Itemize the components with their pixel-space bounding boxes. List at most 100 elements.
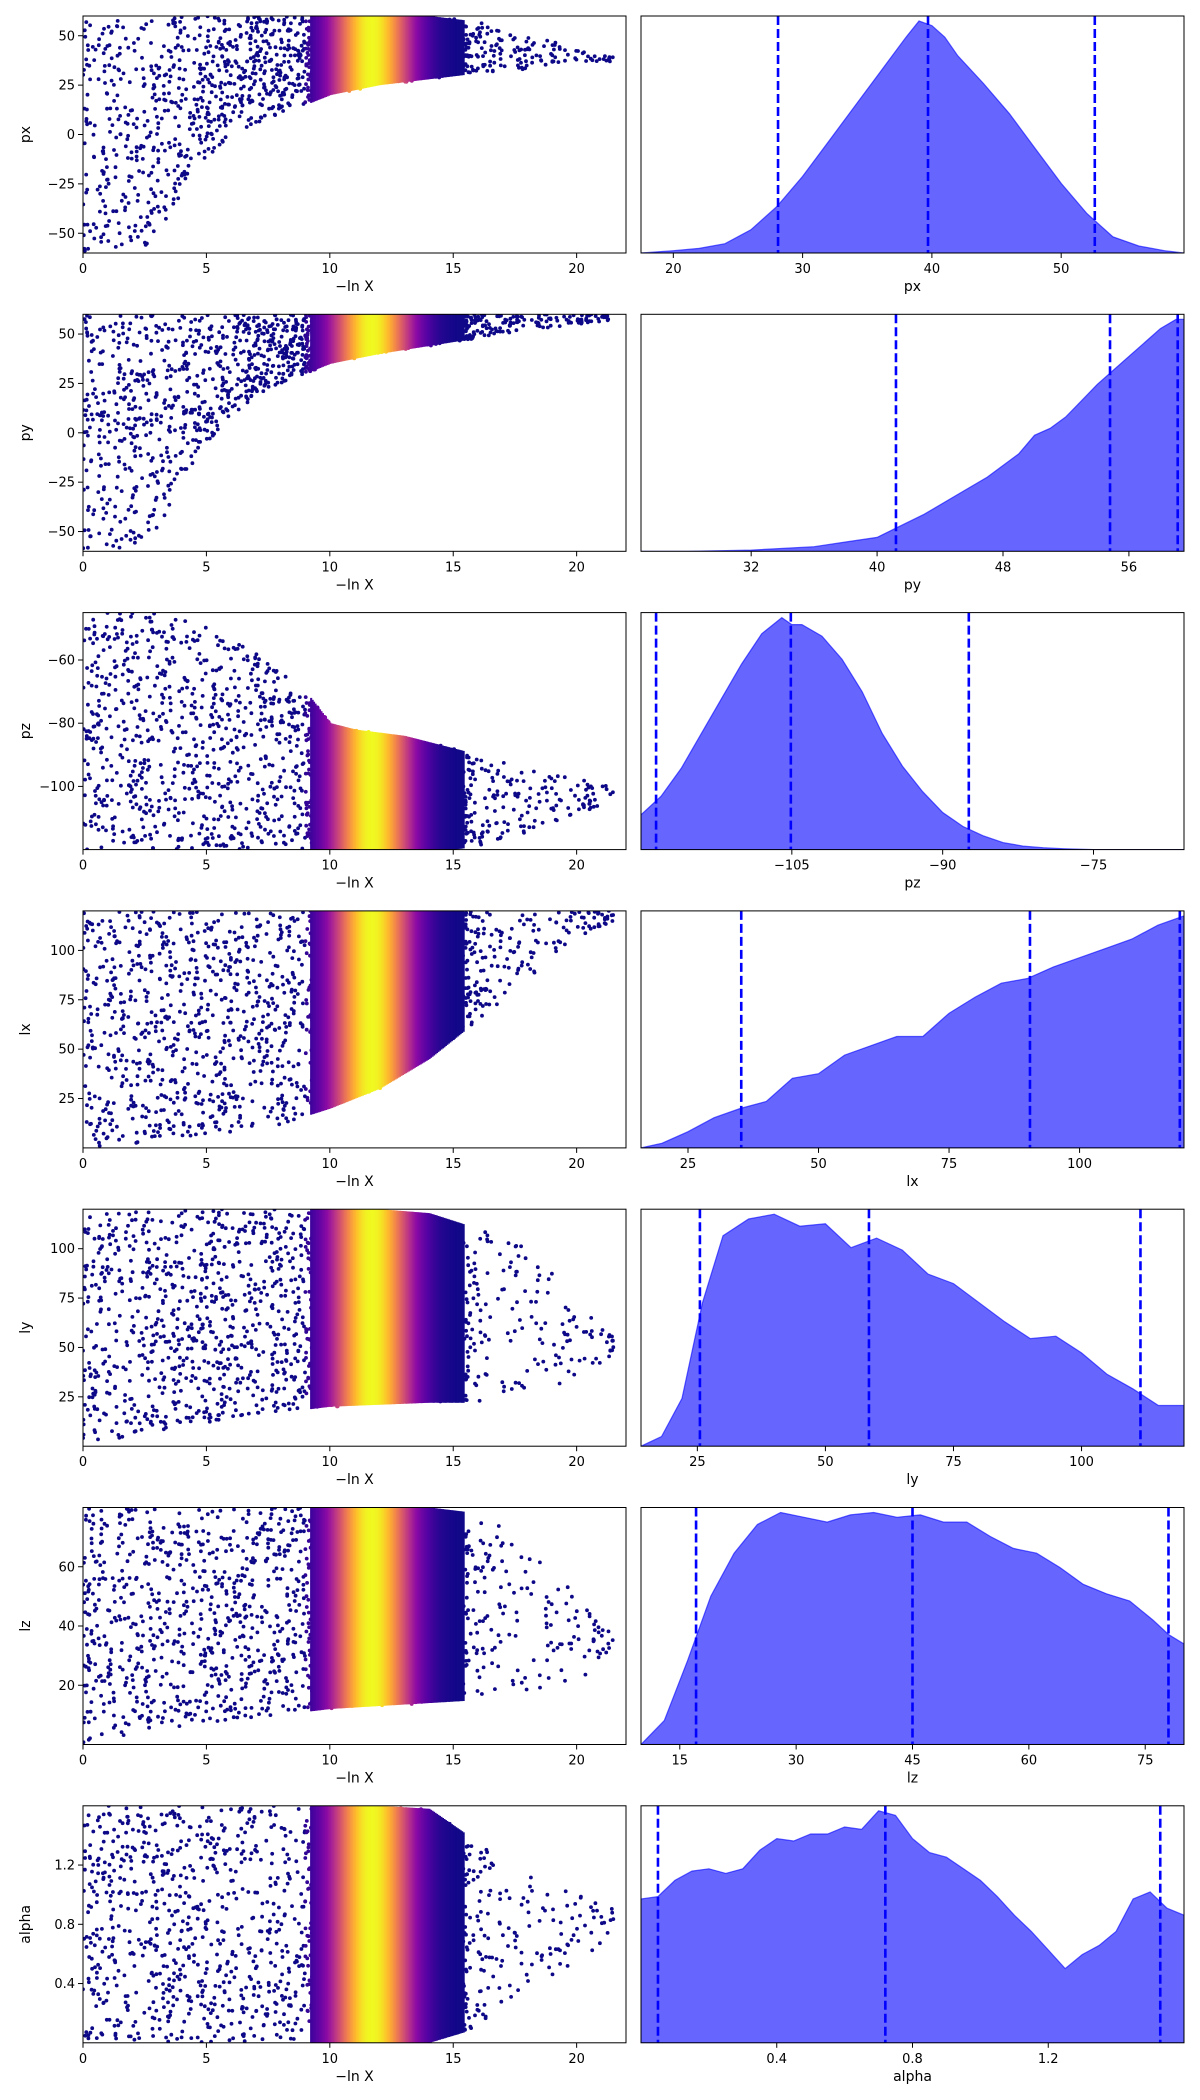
- scatter-point-column: [450, 18, 453, 77]
- scatter-point-column: [378, 732, 381, 850]
- scatter-point-column: [313, 16, 316, 102]
- scatter-point: [254, 21, 259, 25]
- scatter-point: [241, 84, 246, 89]
- scatter-point: [295, 322, 300, 326]
- scatter-point: [138, 446, 142, 451]
- scatter-point: [255, 683, 260, 688]
- scatter-point: [86, 762, 90, 767]
- scatter-point: [151, 372, 156, 377]
- scatter-point-column: [382, 733, 385, 850]
- scatter-point: [230, 824, 235, 829]
- scatter-point-column: [330, 723, 333, 850]
- scatter-point-column: [364, 16, 367, 88]
- scatter-point: [145, 119, 150, 123]
- scatter-point: [121, 331, 126, 336]
- scatter-point: [92, 508, 97, 513]
- scatter-point-column: [319, 16, 322, 100]
- scatter-point: [167, 659, 172, 664]
- scatter-point: [173, 45, 178, 50]
- scatter-point: [232, 105, 237, 109]
- scatter-point: [89, 340, 94, 344]
- scatter-point: [204, 658, 209, 663]
- scatter-point: [83, 68, 86, 72]
- scatter-point: [169, 55, 174, 59]
- scatter-point: [265, 368, 270, 372]
- scatter-point: [469, 321, 474, 325]
- scatter-point-column: [323, 16, 326, 98]
- scatter-point: [163, 398, 167, 402]
- scatter-point: [205, 412, 210, 417]
- scatter-point-column: [316, 16, 319, 101]
- scatter-point: [120, 631, 125, 636]
- y-axis-label-pz: pz: [18, 723, 34, 739]
- scatter-point: [115, 618, 120, 622]
- scatter-point: [300, 788, 304, 793]
- scatter-point: [527, 825, 532, 830]
- x-tick-label-pz: −90: [929, 859, 956, 874]
- scatter-point: [259, 353, 264, 358]
- scatter-point: [190, 344, 195, 349]
- scatter-point: [209, 346, 213, 350]
- scatter-point: [247, 349, 251, 354]
- scatter-point-column: [419, 739, 422, 850]
- scatter-point: [266, 384, 271, 389]
- scatter-point: [197, 151, 201, 156]
- scatter-point: [166, 108, 171, 113]
- scatter-point: [202, 814, 206, 819]
- scatter-point: [166, 788, 171, 792]
- scatter-point: [610, 55, 615, 60]
- scatter-point-column: [437, 17, 440, 79]
- scatter-point-column: [350, 314, 353, 360]
- scatter-point: [219, 396, 224, 401]
- scatter-point: [121, 1074, 125, 1079]
- scatter-point: [511, 37, 516, 42]
- scatter-point-column: [458, 314, 461, 342]
- scatter-point: [232, 325, 236, 330]
- scatter-point: [149, 19, 154, 23]
- scatter-point: [231, 45, 235, 49]
- scatter-point: [504, 791, 508, 796]
- scatter-point: [229, 836, 234, 841]
- scatter-point: [290, 344, 294, 348]
- scatter-point: [251, 379, 256, 383]
- scatter-point: [233, 396, 238, 401]
- scatter-point: [273, 314, 277, 318]
- scatter-point-column: [412, 314, 415, 349]
- scatter-point: [468, 792, 473, 797]
- scatter-point: [85, 333, 90, 338]
- scatter-point: [153, 683, 157, 688]
- scatter-point: [142, 758, 147, 762]
- scatter-point: [588, 799, 593, 803]
- scatter-point: [215, 427, 220, 432]
- scatter-point: [122, 437, 127, 441]
- scatter-point: [203, 115, 208, 120]
- scatter-point: [605, 318, 610, 323]
- scatter-point-column: [363, 314, 366, 357]
- scatter-point: [179, 149, 183, 154]
- scatter-point: [152, 83, 156, 87]
- scatter-point: [563, 58, 567, 63]
- scatter-point: [279, 334, 284, 339]
- scatter-point: [300, 722, 305, 727]
- scatter-point: [85, 107, 89, 112]
- scatter-point: [547, 775, 552, 779]
- scatter-point: [229, 387, 234, 391]
- scatter-point: [294, 327, 298, 332]
- scatter-point-column: [428, 742, 431, 850]
- scatter-point: [203, 625, 208, 630]
- scatter-point: [112, 637, 117, 641]
- scatter-point: [547, 316, 551, 321]
- scatter-point: [178, 20, 183, 24]
- scatter-point: [121, 422, 126, 426]
- scatter-point: [498, 57, 503, 61]
- scatter-point-column: [370, 731, 373, 850]
- scatter-point: [306, 77, 311, 82]
- scatter-point: [139, 315, 144, 320]
- scatter-point: [495, 793, 500, 797]
- scatter-point: [173, 806, 178, 811]
- scatter-point: [165, 346, 170, 350]
- x-tick-label-px: 5: [202, 262, 210, 277]
- scatter-point: [224, 69, 229, 73]
- scatter-point: [182, 785, 187, 790]
- scatter-point-column: [360, 16, 363, 89]
